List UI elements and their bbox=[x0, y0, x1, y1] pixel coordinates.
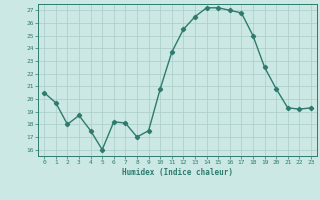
X-axis label: Humidex (Indice chaleur): Humidex (Indice chaleur) bbox=[122, 168, 233, 177]
